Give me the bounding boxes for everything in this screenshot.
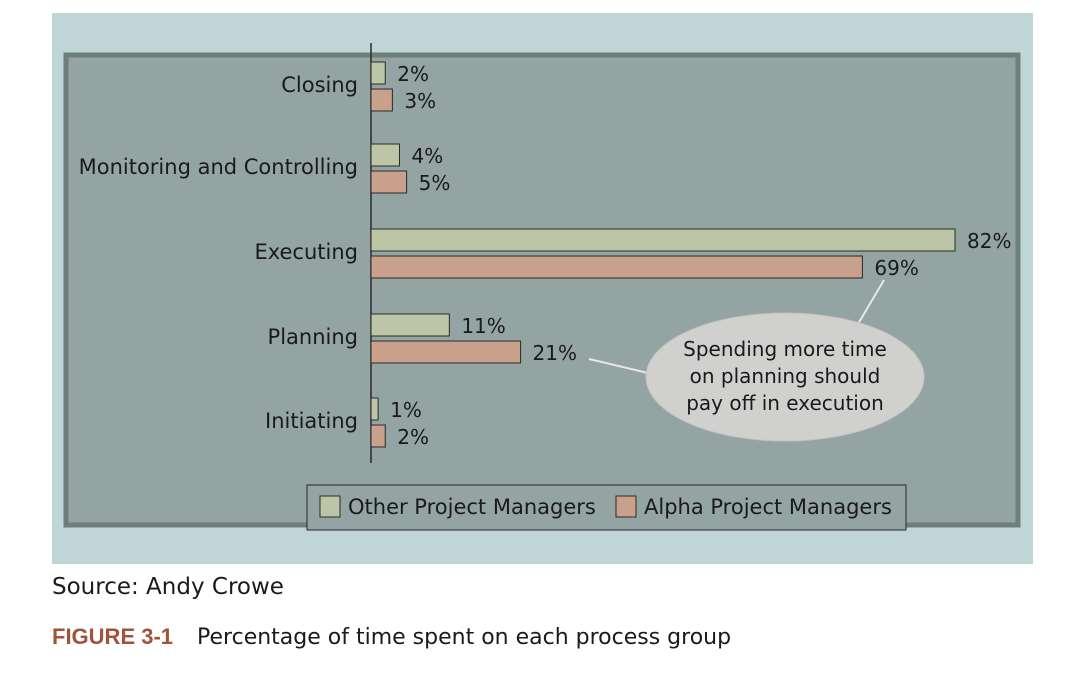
bar-other-project-managers-executing xyxy=(370,228,956,252)
bar-other-project-managers-initiating xyxy=(370,397,379,421)
callout-text-line: Spending more time xyxy=(683,337,887,361)
bar-alpha-project-managers-initiating xyxy=(370,424,386,448)
bar-alpha-project-managers-monitoring-and-controlling xyxy=(370,170,408,194)
category-label-closing: Closing xyxy=(281,73,358,97)
bar-chart: Closing 2% 3% Monitoring and Controlling 4% 5… xyxy=(63,43,1021,531)
legend-label-alpha-project-managers: Alpha Project Managers xyxy=(644,495,892,519)
value-label-other-project-managers-initiating: 1% xyxy=(390,398,422,422)
bar-other-project-managers-planning xyxy=(370,313,450,337)
value-label-other-project-managers-closing: 2% xyxy=(397,62,429,86)
plot-area xyxy=(63,52,1021,528)
category-label-executing: Executing xyxy=(254,240,358,264)
figure-title: Percentage of time spent on each process… xyxy=(197,625,732,650)
callout-leader-executing xyxy=(857,279,885,325)
legend-swatch-alpha-project-managers xyxy=(615,495,637,518)
bar-alpha-project-managers-planning xyxy=(370,340,522,364)
legend-label-other-project-managers: Other Project Managers xyxy=(348,495,596,519)
value-label-alpha-project-managers-initiating: 2% xyxy=(397,425,429,449)
figure-caption: FIGURE 3-1 Percentage of time spent on ea… xyxy=(52,624,731,650)
value-label-other-project-managers-monitoring-and-controlling: 4% xyxy=(411,144,443,168)
bar-other-project-managers-closing xyxy=(370,61,386,85)
callout-leader-planning xyxy=(588,358,649,374)
callout-bubble xyxy=(645,312,925,442)
value-label-alpha-project-managers-executing: 69% xyxy=(874,256,918,280)
value-label-other-project-managers-executing: 82% xyxy=(967,229,1011,253)
legend-box xyxy=(306,484,907,531)
figure-panel: Closing 2% 3% Monitoring and Controlling 4% 5… xyxy=(52,13,1033,564)
callout-text-line: pay off in execution xyxy=(686,391,884,415)
value-label-alpha-project-managers-planning: 21% xyxy=(533,341,577,365)
value-label-alpha-project-managers-monitoring-and-controlling: 5% xyxy=(419,171,451,195)
category-label-monitoring-and-controlling: Monitoring and Controlling xyxy=(79,155,358,179)
value-label-other-project-managers-planning: 11% xyxy=(461,314,505,338)
value-label-alpha-project-managers-closing: 3% xyxy=(404,89,436,113)
bar-other-project-managers-monitoring-and-controlling xyxy=(370,143,400,167)
figure-number: FIGURE 3-1 xyxy=(52,624,174,649)
category-label-initiating: Initiating xyxy=(265,409,358,433)
source-note: Source: Andy Crowe xyxy=(52,574,284,600)
category-label-planning: Planning xyxy=(268,325,358,349)
bar-alpha-project-managers-closing xyxy=(370,88,393,112)
legend-swatch-other-project-managers xyxy=(319,495,341,518)
callout-text-line: on planning should xyxy=(690,364,881,388)
bar-alpha-project-managers-executing xyxy=(370,255,863,279)
